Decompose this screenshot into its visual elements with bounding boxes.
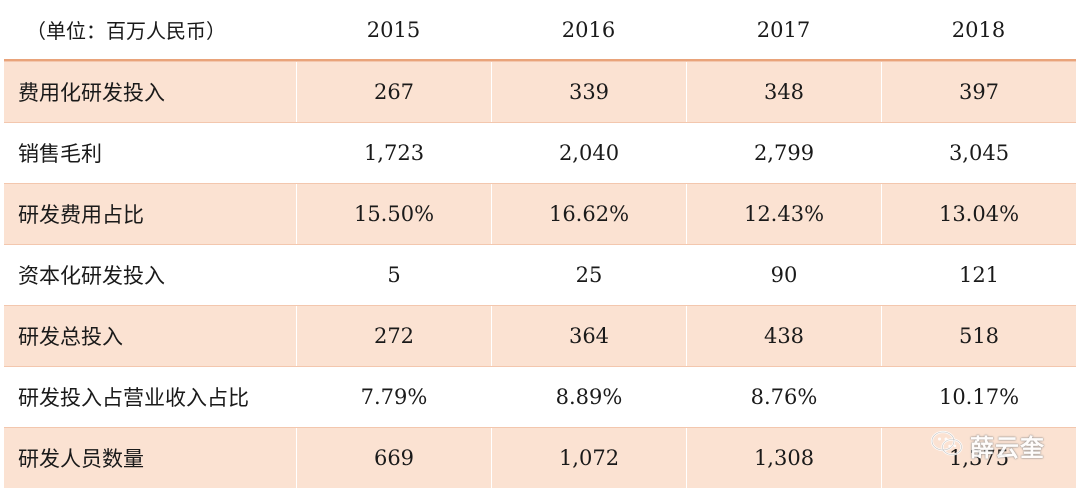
table-cell: 15.50% (296, 184, 491, 244)
table-row: 研发总投入 272 364 438 518 (4, 305, 1076, 366)
table-cell: 90 (686, 245, 881, 305)
table-cell: 12.43% (686, 184, 881, 244)
year-header: 2016 (561, 17, 616, 42)
table-cell: 348 (686, 62, 881, 122)
table-cell: 5 (296, 245, 491, 305)
row-label: 资本化研发投入 (18, 264, 165, 288)
table-row: 资本化研发投入 5 25 90 121 (4, 244, 1076, 305)
table-cell: 1,723 (296, 123, 491, 183)
row-label: 销售毛利 (18, 142, 102, 166)
table-cell: 1,308 (686, 428, 881, 488)
table-cell: 13.04% (881, 184, 1076, 244)
table-cell: 438 (686, 306, 881, 366)
table-row: 费用化研发投入 267 339 348 397 (4, 61, 1076, 122)
table-cell: 8.89% (491, 367, 686, 427)
table-cell: 2,799 (686, 123, 881, 183)
table-cell: 1,072 (491, 428, 686, 488)
table-cell: 3,045 (881, 123, 1076, 183)
table-row: 研发费用占比 15.50% 16.62% 12.43% 13.04% (4, 183, 1076, 244)
row-label: 研发费用占比 (18, 203, 144, 227)
table-cell: 8.76% (686, 367, 881, 427)
table-row: 销售毛利 1,723 2,040 2,799 3,045 (4, 122, 1076, 183)
table-row: 研发投入占营业收入占比 7.79% 8.89% 8.76% 10.17% (4, 366, 1076, 427)
table-cell: 16.62% (491, 184, 686, 244)
table-cell: 2,040 (491, 123, 686, 183)
unit-label: （单位：百万人民币） (26, 19, 226, 43)
rd-table: （单位：百万人民币） 2015 2016 2017 2018 费用化研发投入 2… (4, 0, 1076, 488)
table-cell: 267 (296, 62, 491, 122)
table-cell: 272 (296, 306, 491, 366)
table-row: 研发人员数量 669 1,072 1,308 1,375 (4, 427, 1076, 488)
table-cell: 7.79% (296, 367, 491, 427)
row-label: 费用化研发投入 (18, 81, 165, 105)
table-header-row: （单位：百万人民币） 2015 2016 2017 2018 (4, 0, 1076, 61)
row-label: 研发投入占营业收入占比 (18, 386, 249, 410)
table-cell: 339 (491, 62, 686, 122)
row-label: 研发人员数量 (18, 447, 144, 471)
table-cell: 1,375 (881, 428, 1076, 488)
table-cell: 518 (881, 306, 1076, 366)
table-cell: 364 (491, 306, 686, 366)
row-label: 研发总投入 (18, 325, 123, 349)
year-header: 2015 (366, 17, 421, 42)
year-header: 2018 (951, 17, 1006, 42)
year-header: 2017 (756, 17, 811, 42)
table-cell: 669 (296, 428, 491, 488)
table-cell: 10.17% (881, 367, 1076, 427)
table-cell: 25 (491, 245, 686, 305)
table-cell: 121 (881, 245, 1076, 305)
table-cell: 397 (881, 62, 1076, 122)
